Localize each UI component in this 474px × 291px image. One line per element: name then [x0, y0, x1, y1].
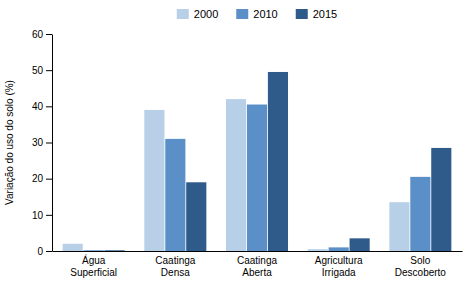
- y-tick-label: 20: [32, 173, 44, 184]
- y-tick: 30: [32, 137, 52, 148]
- x-axis-line: [53, 251, 463, 252]
- bar: [268, 72, 288, 251]
- x-tick-label: AgriculturaIrrigada: [315, 255, 363, 278]
- bar: [431, 148, 451, 251]
- plot-area: 0 10 20 30 40 50 60 ÁguaSuperficial CaatingaDens…: [32, 29, 463, 278]
- legend-swatch: [177, 9, 189, 19]
- bar: [63, 244, 83, 251]
- y-tick-label: 50: [32, 65, 44, 76]
- x-tick-label: SoloDescoberto: [395, 255, 447, 278]
- bar: [186, 182, 206, 251]
- legend-label: 2010: [253, 8, 277, 20]
- y-tick-label: 40: [32, 101, 44, 112]
- y-axis: 0 10 20 30 40 50 60: [32, 29, 53, 257]
- legend-item: 2010: [236, 8, 277, 20]
- legend-label: 2000: [194, 8, 218, 20]
- y-tick: 0: [37, 246, 52, 257]
- y-tick-mark: [46, 215, 52, 216]
- bar-series: [105, 72, 452, 251]
- legend-item: 2015: [296, 8, 337, 20]
- x-tick: SoloDescoberto: [395, 255, 447, 278]
- bar: [308, 249, 328, 251]
- y-tick-label: 0: [37, 246, 43, 257]
- x-axis: ÁguaSuperficial CaatingaDensa CaatingaAber…: [53, 252, 463, 278]
- y-tick-label: 10: [32, 210, 44, 221]
- x-tick-label: CaatingaAberta: [237, 255, 277, 278]
- y-tick-mark: [46, 143, 52, 144]
- y-tick: 40: [32, 101, 52, 112]
- bar: [329, 247, 349, 251]
- y-axis-line: [52, 35, 53, 252]
- bar-series: [63, 99, 410, 251]
- bar: [350, 238, 370, 251]
- y-tick: 20: [32, 173, 52, 184]
- chart: 0 10 20 30 40 50 60 ÁguaSuperficial CaatingaDens…: [0, 0, 474, 291]
- bar: [389, 202, 409, 251]
- x-tick: AgriculturaIrrigada: [315, 255, 363, 278]
- bars: [63, 72, 452, 251]
- x-tick: ÁguaSuperficial: [70, 254, 117, 278]
- legend-swatch: [236, 9, 248, 19]
- legend-swatch: [296, 9, 308, 19]
- y-tick-mark: [46, 70, 52, 71]
- y-tick-mark: [46, 34, 52, 35]
- y-tick-mark: [46, 251, 52, 252]
- bar: [144, 110, 164, 251]
- legend: 2000 2010 2015: [177, 8, 337, 20]
- x-tick-label: CaatingaDensa: [155, 255, 195, 278]
- legend-label: 2015: [313, 8, 337, 20]
- bar: [247, 105, 267, 251]
- y-tick-mark: [46, 106, 52, 107]
- y-tick: 10: [32, 210, 52, 221]
- legend-item: 2000: [177, 8, 218, 20]
- y-axis-title: Variação do uso do solo (%): [4, 80, 15, 205]
- bar: [105, 250, 125, 251]
- y-tick-label: 60: [32, 29, 44, 40]
- bar-series: [84, 105, 431, 251]
- x-tick-label: ÁguaSuperficial: [70, 254, 117, 278]
- bar: [226, 99, 246, 251]
- bar: [410, 177, 430, 251]
- bar: [165, 139, 185, 251]
- bar: [84, 250, 104, 251]
- x-tick: CaatingaDensa: [155, 255, 195, 278]
- y-tick-mark: [46, 179, 52, 180]
- y-tick: 50: [32, 65, 52, 76]
- x-tick: CaatingaAberta: [237, 255, 277, 278]
- y-tick: 60: [32, 29, 52, 40]
- y-tick-label: 30: [32, 137, 44, 148]
